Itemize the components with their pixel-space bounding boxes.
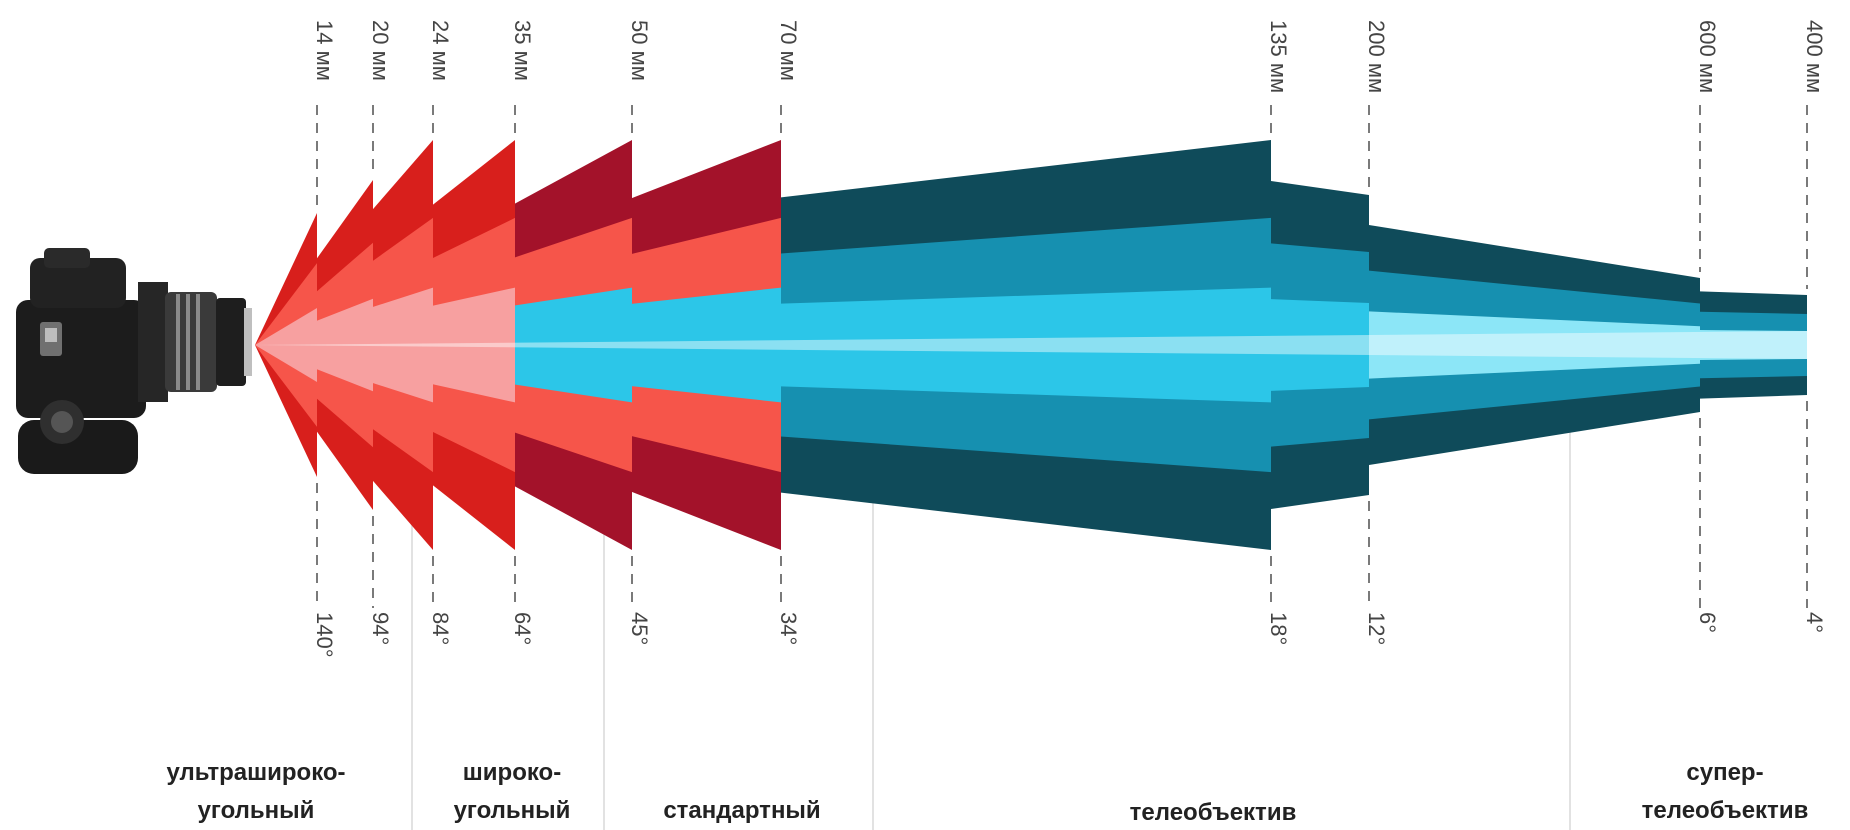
lens-guide-lines bbox=[316, 105, 1808, 608]
focal-label: 35 мм bbox=[510, 20, 535, 81]
category-wide-line-2: угольный bbox=[454, 797, 571, 824]
focal-length-labels: 14 мм 20 мм 24 мм 35 мм 50 мм 70 мм 135 … bbox=[312, 20, 1827, 93]
category-wide-line-1: широко- bbox=[463, 759, 561, 786]
focal-label: 70 мм bbox=[776, 20, 801, 81]
focal-label: 14 мм bbox=[312, 20, 337, 81]
view-angle-wedge bbox=[781, 287, 1271, 403]
angle-label: 84° bbox=[428, 612, 453, 645]
view-angle-wedge bbox=[1369, 311, 1700, 379]
view-angle-wedges bbox=[255, 140, 1807, 550]
angle-label: 4° bbox=[1802, 612, 1827, 633]
angle-label: 12° bbox=[1364, 612, 1389, 645]
angle-label: 64° bbox=[510, 612, 535, 645]
focal-label: 20 мм bbox=[368, 20, 393, 81]
view-angle-wedge bbox=[1700, 329, 1807, 361]
lens-category-labels: ультрашироко- угольный широко- угольный … bbox=[166, 759, 1808, 826]
angle-label: 34° bbox=[776, 612, 801, 645]
focal-label: 400 мм bbox=[1802, 20, 1827, 93]
category-telephoto: телеобъектив bbox=[1130, 799, 1297, 826]
focal-label: 50 мм bbox=[627, 20, 652, 81]
view-angle-labels: 140° 94° 84° 64° 45° 34° 18° 12° 6° 4° bbox=[312, 612, 1827, 658]
angle-label: 45° bbox=[627, 612, 652, 645]
focal-label: 135 мм bbox=[1266, 20, 1291, 93]
category-supertele-line-1: супер- bbox=[1686, 759, 1763, 786]
angle-label: 140° bbox=[312, 612, 337, 658]
focal-label: 24 мм bbox=[428, 20, 453, 81]
category-standard: стандартный bbox=[663, 797, 820, 824]
angle-label: 6° bbox=[1695, 612, 1720, 633]
category-supertele-line-2: телеобъектив bbox=[1642, 797, 1809, 824]
dslr-camera-icon bbox=[16, 248, 252, 474]
view-angle-wedge bbox=[1271, 299, 1369, 391]
focal-label: 200 мм bbox=[1364, 20, 1389, 93]
category-ultrawide-line-1: ультрашироко- bbox=[166, 759, 345, 786]
category-ultrawide-line-2: угольный bbox=[198, 797, 315, 824]
view-angle-wedge bbox=[255, 308, 317, 382]
optical-axis-highlight bbox=[255, 331, 1807, 359]
angle-label: 18° bbox=[1266, 612, 1291, 645]
angle-label: 94° bbox=[368, 612, 393, 645]
focal-label: 600 мм bbox=[1695, 20, 1720, 93]
